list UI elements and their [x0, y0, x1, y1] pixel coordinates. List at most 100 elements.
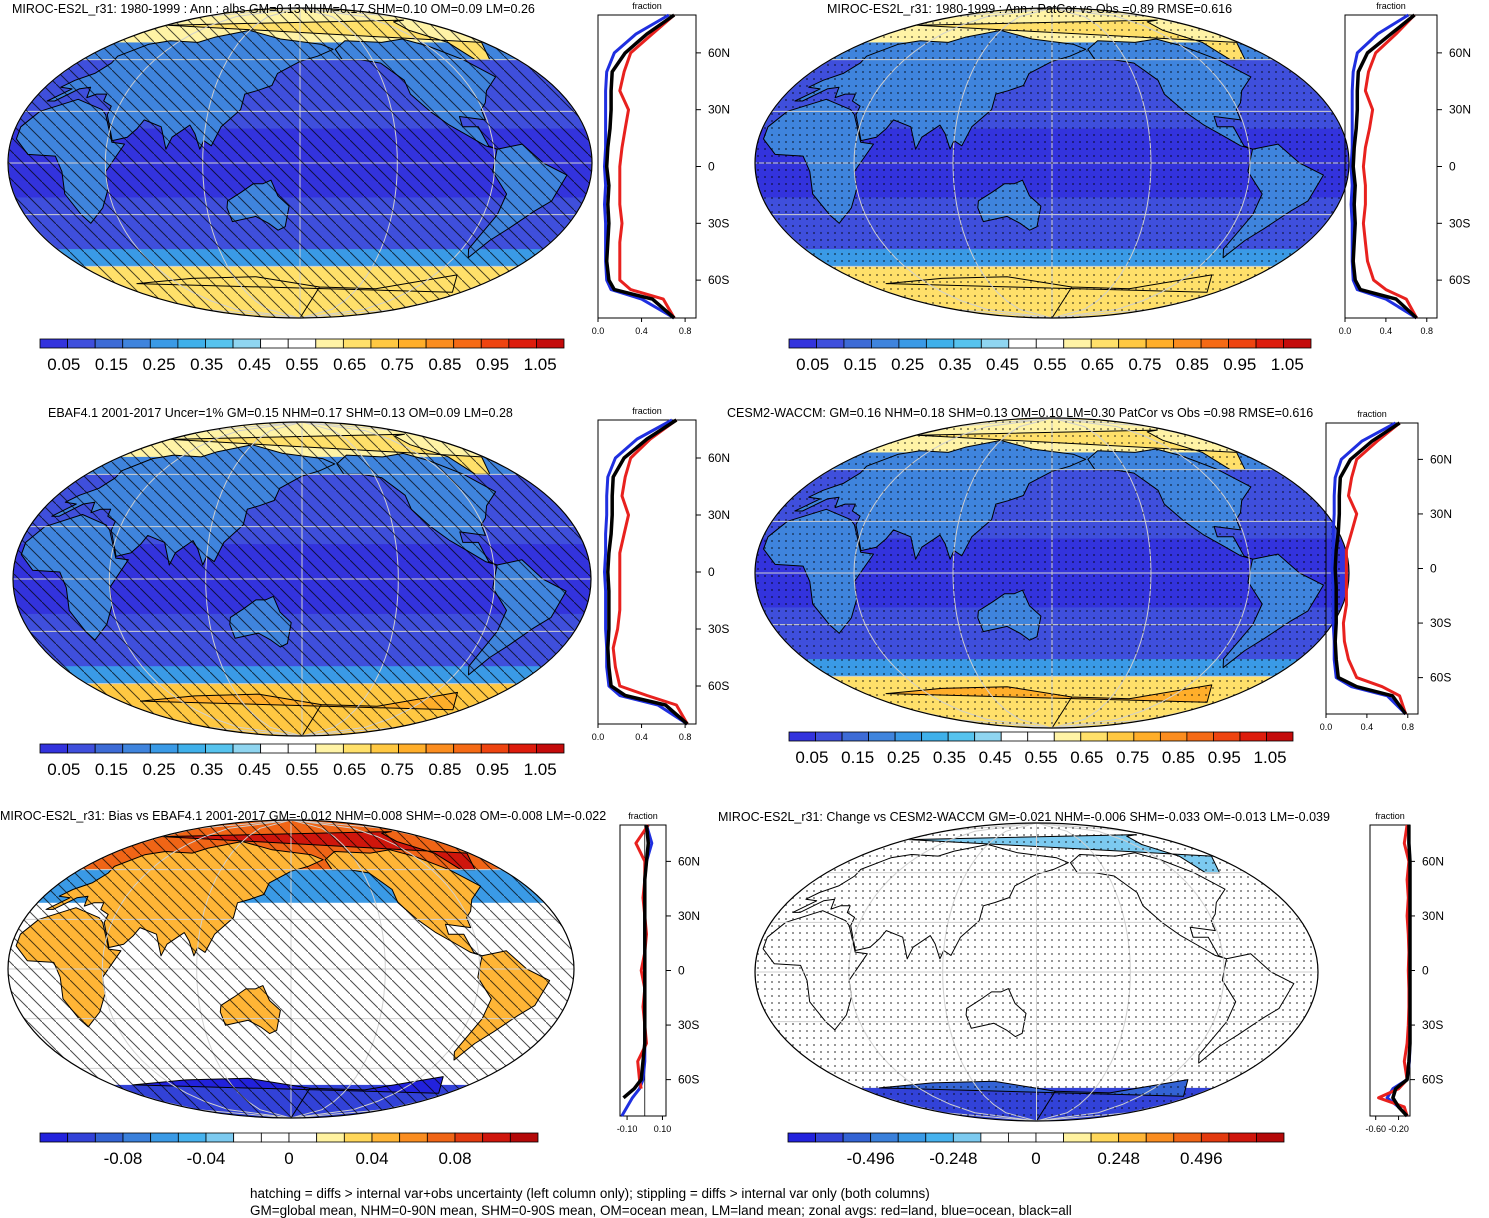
colorbar-label: 0.45: [979, 748, 1012, 767]
colorbar-swatch: [287, 338, 317, 349]
colorbar-swatch: [232, 743, 262, 754]
colorbar-swatch: [39, 1132, 69, 1143]
colorbar-swatch: [1266, 731, 1294, 742]
colorbar-label: 0.25: [887, 748, 920, 767]
lat-tick-label: 30S: [708, 216, 729, 230]
zonal-line-all: [1391, 825, 1412, 1118]
lat-tick-label: 30S: [1430, 616, 1451, 630]
lat-tick-label: 30N: [678, 909, 700, 923]
panel-title: MIROC-ES2L_r31: Change vs CESM2-WACCM GM…: [718, 810, 1330, 824]
colorbar-swatch: [841, 731, 869, 742]
colorbar-label: 0.95: [1223, 355, 1256, 374]
colorbar-swatch: [398, 743, 427, 754]
colorbar-swatch: [39, 338, 68, 349]
lat-tick-label: 30S: [1422, 1018, 1443, 1032]
colorbar-swatch: [1053, 731, 1082, 742]
colorbar-swatch: [974, 731, 1002, 742]
colorbar-swatch: [536, 743, 565, 754]
colorbar-swatch: [315, 743, 344, 754]
colorbar-swatch: [149, 743, 179, 754]
colorbar-swatch: [508, 743, 537, 754]
colorbar-swatch: [1239, 731, 1267, 742]
colorbar-swatch: [980, 1132, 1009, 1143]
lat-tick-label: 60S: [1449, 273, 1470, 287]
colorbar-swatch: [1145, 338, 1175, 349]
zonal-panel-4: fraction 0.0 0.4 0.8 60N 30N 0 30S 60S: [1320, 409, 1452, 732]
map-panel-6: [754, 822, 1319, 1122]
colorbar-swatch: [233, 1132, 262, 1143]
x-tick-label: -0.10: [617, 1124, 638, 1134]
lat-tick-label: 0: [1422, 964, 1429, 978]
colorbar-swatch: [1035, 338, 1065, 349]
colorbar-swatch: [205, 1132, 235, 1143]
colorbar-label: 1.05: [1254, 748, 1287, 767]
colorbar-swatch: [480, 338, 510, 349]
x-tick-label: -0.60: [1365, 1124, 1386, 1134]
colorbar-5: -0.08 -0.04 0 0.04 0.08: [39, 1132, 539, 1168]
colorbar-swatch: [925, 1132, 954, 1143]
x-tick-label: 0.10: [654, 1124, 672, 1134]
map-panel-2: [754, 7, 1350, 319]
x-tick-label: 0.8: [1402, 722, 1415, 732]
colorbar-3: 0.05 0.15 0.25 0.35 0.45 0.55 0.65 0.75 0.85 0.95…: [39, 743, 565, 779]
map-outline: [7, 7, 593, 319]
x-tick-label: 0.0: [592, 732, 605, 742]
colorbar-swatch: [177, 743, 206, 754]
colorbar-swatch: [287, 743, 317, 754]
colorbar-swatch: [122, 743, 151, 754]
colorbar-swatch: [316, 1132, 345, 1143]
colorbar-label: 0.55: [285, 355, 318, 374]
colorbar-swatch: [426, 1132, 456, 1143]
colorbar-swatch: [122, 1132, 152, 1143]
x-tick-label: 0.8: [679, 326, 692, 336]
colorbar-label: 0.65: [1070, 748, 1103, 767]
colorbar-swatch: [454, 1132, 484, 1143]
x-tick-label: 0.8: [679, 732, 692, 742]
colorbar-swatch: [842, 1132, 872, 1143]
colorbar-swatch: [94, 1132, 124, 1143]
colorbar-label: 0.75: [381, 760, 414, 779]
colorbar-label: 0.15: [95, 355, 128, 374]
colorbar-label: 0.65: [333, 355, 366, 374]
lat-tick-label: 30N: [1430, 507, 1452, 521]
colorbar-label: 0.25: [891, 355, 924, 374]
zonal-title: fraction: [1357, 409, 1387, 419]
colorbar-label: 0.55: [1033, 355, 1066, 374]
colorbar-swatch: [980, 338, 1010, 349]
colorbar-label: 0: [284, 1149, 293, 1168]
colorbar-swatch: [1256, 1132, 1285, 1143]
stippling-overlay: [755, 8, 1349, 318]
colorbar-swatch: [870, 1132, 899, 1143]
colorbar-label: 0.45: [238, 760, 271, 779]
lat-tick-label: 30N: [1422, 909, 1444, 923]
x-tick-label: 0.0: [1339, 326, 1352, 336]
stippling-overlay: [755, 823, 1318, 1121]
colorbar-swatch: [1035, 1132, 1064, 1143]
map-panel-3: [12, 421, 592, 737]
lat-tick-label: 60S: [708, 679, 729, 693]
colorbar-2: 0.05 0.15 0.25 0.35 0.45 0.55 0.65 0.75 0.85 0.95…: [788, 338, 1312, 374]
colorbar-swatch: [536, 338, 565, 349]
colorbar-swatch: [1173, 1132, 1202, 1143]
colorbar-label: 0.15: [844, 355, 877, 374]
lat-tick-label: 60N: [1422, 854, 1444, 868]
colorbar-swatch: [788, 338, 817, 349]
x-tick-label: 0.4: [635, 326, 648, 336]
colorbar-label: 0.35: [190, 355, 223, 374]
lat-tick-label: 30S: [678, 1018, 699, 1032]
colorbar-swatch: [1145, 1132, 1175, 1143]
colorbar-swatch: [1173, 338, 1202, 349]
colorbar-label: 0.85: [1176, 355, 1209, 374]
colorbar-swatch: [398, 338, 427, 349]
lat-tick-label: 0: [1449, 160, 1456, 174]
map-outline: [754, 417, 1350, 729]
colorbar-swatch: [925, 338, 955, 349]
colorbar-label: 1.05: [1271, 355, 1304, 374]
colorbar-swatch: [1133, 731, 1161, 742]
zonal-line-all: [622, 824, 651, 1100]
colorbar-1: 0.05 0.15 0.25 0.35 0.45 0.55 0.65 0.75 0.85 0.95…: [39, 338, 565, 374]
colorbar-swatch: [94, 338, 124, 349]
colorbar-swatch: [1008, 1132, 1037, 1143]
zonal-line-land: [611, 418, 689, 725]
